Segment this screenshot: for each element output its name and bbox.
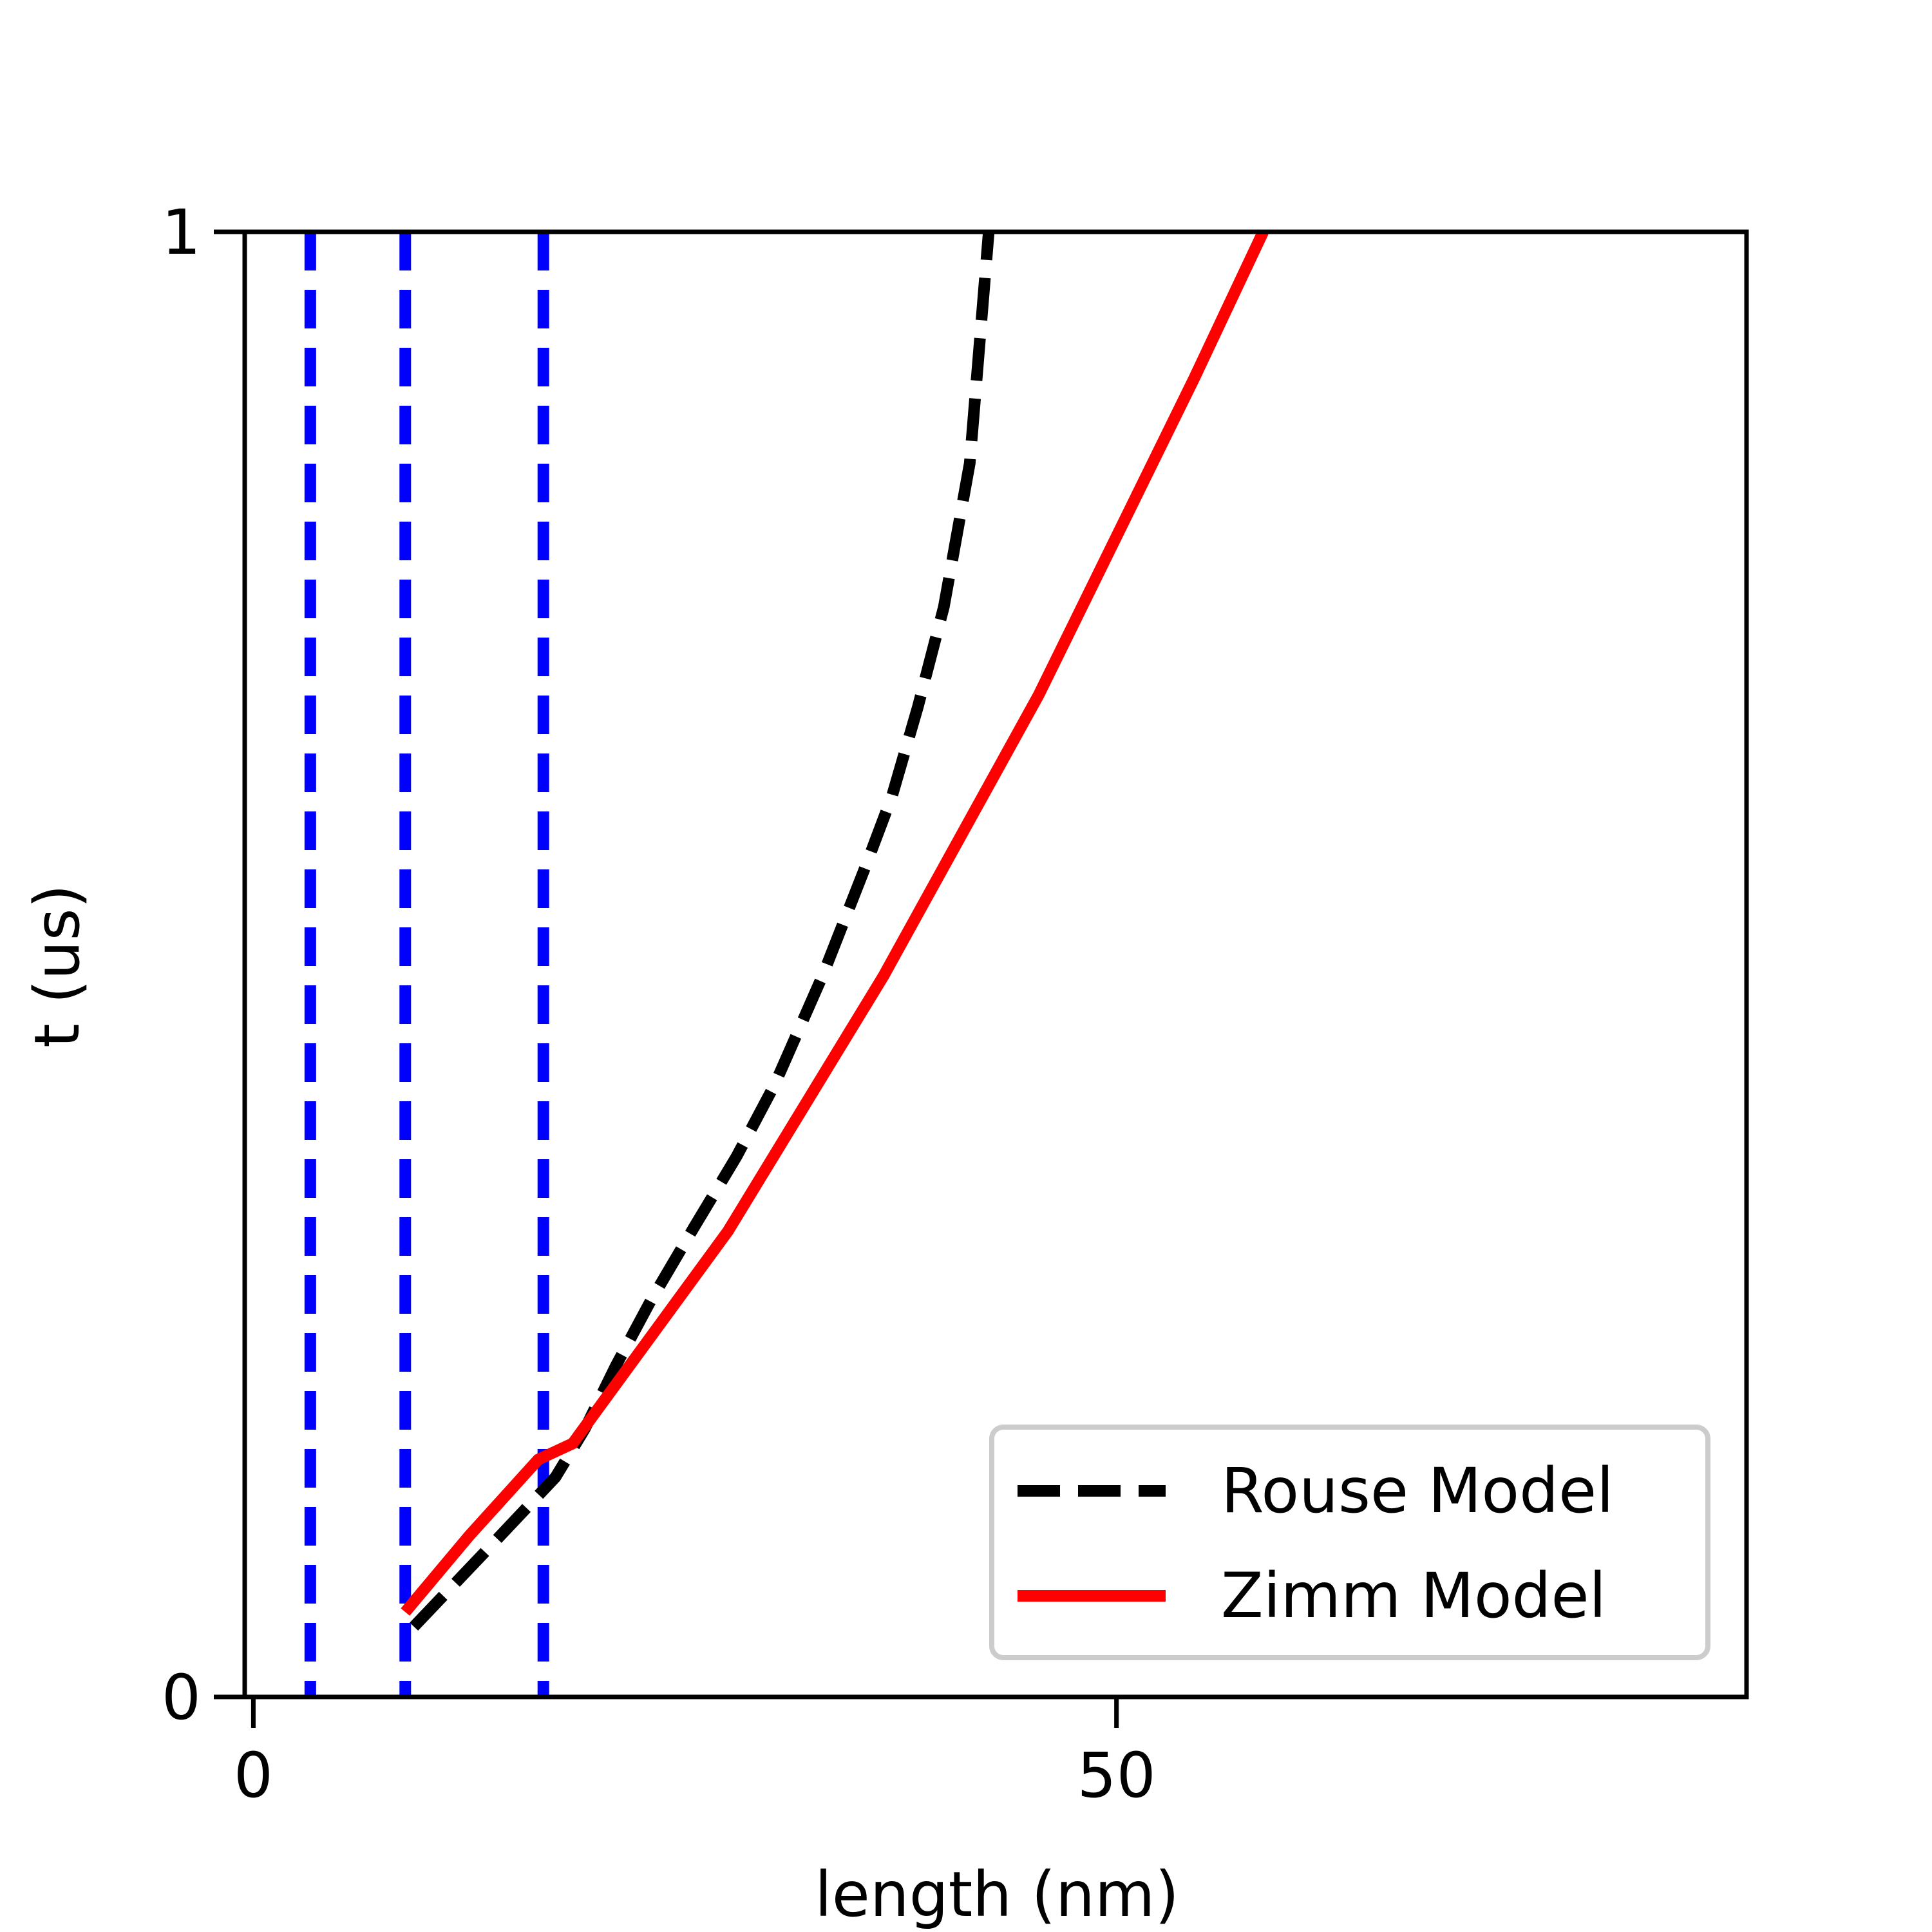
legend-zimm-label: Zimm Model	[1221, 1560, 1606, 1632]
series-line-rouse-model	[410, 231, 995, 1631]
series-line-zimm-model	[401, 229, 1269, 1616]
legend: Rouse Model Zimm Model	[989, 1425, 1710, 1660]
axis-ticks: 0 50 0 1	[162, 196, 1156, 1812]
x-axis-label: length (nm)	[815, 1859, 1179, 1931]
legend-rouse-label: Rouse Model	[1221, 1455, 1614, 1527]
reference-lines	[304, 232, 549, 1697]
y-tick-label: 0	[162, 1662, 201, 1734]
plot-frame	[242, 229, 1749, 1700]
y-tick-label: 1	[162, 196, 201, 269]
series-lines	[401, 229, 1269, 1631]
x-tick-label: 50	[1077, 1739, 1156, 1812]
y-axis-label: t (us)	[21, 884, 93, 1048]
legend-box	[989, 1425, 1710, 1660]
x-tick-label: 0	[234, 1739, 273, 1812]
